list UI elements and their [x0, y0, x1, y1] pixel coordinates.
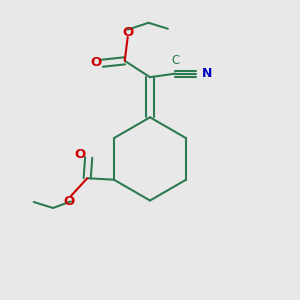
- Text: O: O: [123, 26, 134, 39]
- Text: O: O: [64, 195, 75, 208]
- Text: O: O: [74, 148, 85, 161]
- Text: C: C: [171, 54, 180, 67]
- Text: N: N: [202, 67, 212, 80]
- Text: O: O: [91, 56, 102, 69]
